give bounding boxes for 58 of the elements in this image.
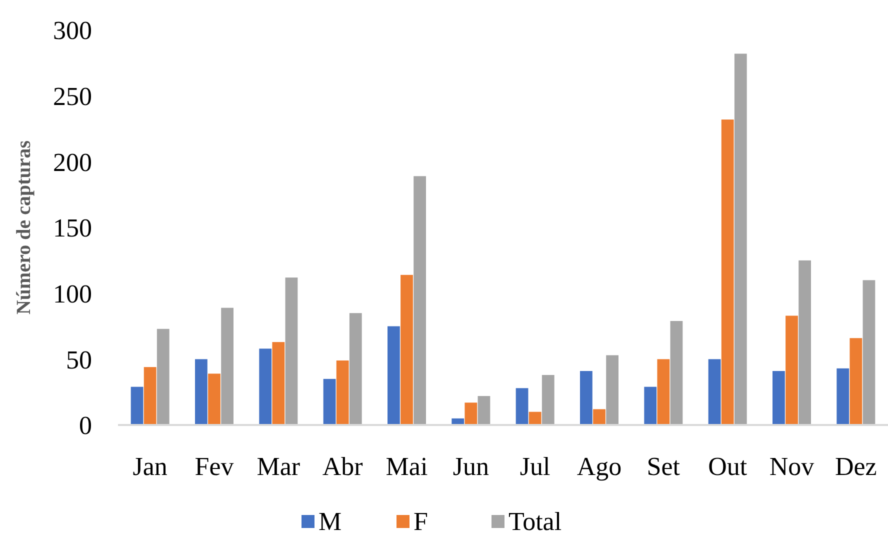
- bar: [786, 316, 798, 425]
- y-tick-label: 250: [53, 82, 92, 111]
- bar: [734, 54, 747, 425]
- bar: [464, 402, 478, 425]
- bar: [542, 374, 554, 425]
- bar: [593, 409, 606, 425]
- x-tick-label: Ago: [576, 452, 622, 481]
- bar: [850, 338, 862, 425]
- bar: [195, 359, 208, 425]
- bar: [708, 359, 721, 425]
- bar: [606, 355, 618, 425]
- x-tick-label: Jun: [452, 452, 489, 481]
- legend-label: Total: [508, 507, 562, 536]
- y-axis-title: Número de capturas: [13, 140, 35, 315]
- y-tick-label: 0: [79, 411, 92, 440]
- x-tick-label: Fev: [194, 452, 234, 481]
- bar: [130, 386, 144, 425]
- x-tick-label: Set: [646, 452, 681, 481]
- bar: [657, 359, 670, 425]
- bar: [388, 326, 400, 425]
- bar: [516, 388, 528, 425]
- bar: [414, 176, 426, 425]
- y-tick-label: 300: [53, 16, 92, 46]
- bar: [862, 280, 876, 425]
- bar: [670, 320, 683, 425]
- bar: [836, 368, 850, 425]
- x-tick-label: Out: [708, 452, 748, 481]
- bar: [644, 386, 657, 425]
- y-tick-label: 150: [53, 214, 92, 243]
- x-tick-label: Jul: [520, 452, 550, 481]
- x-tick-label: Nov: [769, 452, 814, 481]
- bar: [349, 313, 362, 425]
- y-tick-label: 200: [53, 148, 92, 177]
- bar: [772, 371, 785, 425]
- bar: [323, 378, 336, 425]
- bar: [259, 348, 272, 425]
- y-tick-label: 50: [66, 345, 92, 374]
- bar: [478, 396, 490, 425]
- legend-label: M: [318, 507, 342, 536]
- bar: [144, 367, 156, 425]
- bar: [285, 278, 298, 425]
- legend-label: F: [414, 507, 428, 536]
- bar: [798, 260, 811, 425]
- y-tick-label: 100: [53, 279, 92, 308]
- x-tick-label: Jan: [132, 452, 168, 481]
- x-tick-label: Mai: [386, 452, 428, 481]
- x-tick-label: Abr: [322, 452, 364, 481]
- x-tick-label: Mar: [256, 452, 300, 481]
- bar: [721, 120, 734, 425]
- bar: [208, 374, 220, 425]
- bar: [528, 412, 542, 425]
- bar: [336, 360, 349, 425]
- bar: [221, 308, 234, 425]
- bar: [156, 328, 170, 425]
- bar: [580, 371, 592, 425]
- bar: [400, 274, 413, 425]
- x-tick-label: Dez: [834, 452, 877, 481]
- bar: [272, 342, 285, 425]
